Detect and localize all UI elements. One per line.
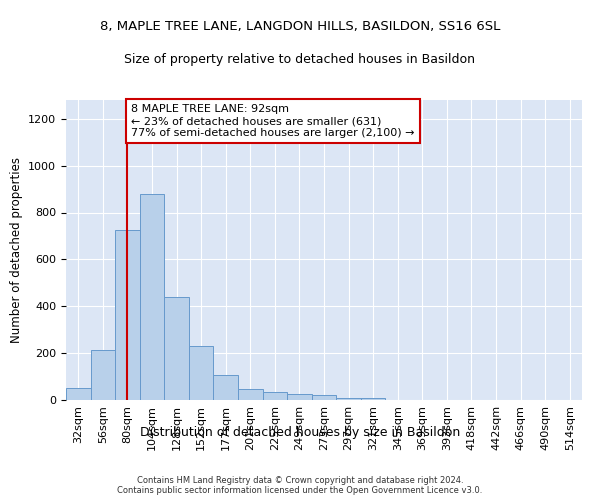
Bar: [164, 297, 189, 400]
Bar: [312, 396, 336, 400]
Text: 8 MAPLE TREE LANE: 92sqm
← 23% of detached houses are smaller (631)
77% of semi-: 8 MAPLE TREE LANE: 92sqm ← 23% of detach…: [131, 104, 415, 138]
Bar: [336, 398, 361, 400]
Text: Size of property relative to detached houses in Basildon: Size of property relative to detached ho…: [125, 52, 476, 66]
Bar: [140, 194, 164, 400]
Bar: [189, 346, 214, 400]
Y-axis label: Number of detached properties: Number of detached properties: [10, 157, 23, 343]
Text: Distribution of detached houses by size in Basildon: Distribution of detached houses by size …: [140, 426, 460, 439]
Bar: [91, 350, 115, 400]
Bar: [214, 376, 238, 400]
Bar: [238, 390, 263, 400]
Bar: [115, 230, 140, 400]
Bar: [263, 392, 287, 400]
Bar: [66, 388, 91, 400]
Text: 8, MAPLE TREE LANE, LANGDON HILLS, BASILDON, SS16 6SL: 8, MAPLE TREE LANE, LANGDON HILLS, BASIL…: [100, 20, 500, 33]
Bar: [361, 398, 385, 400]
Text: Contains HM Land Registry data © Crown copyright and database right 2024.
Contai: Contains HM Land Registry data © Crown c…: [118, 476, 482, 495]
Bar: [287, 394, 312, 400]
